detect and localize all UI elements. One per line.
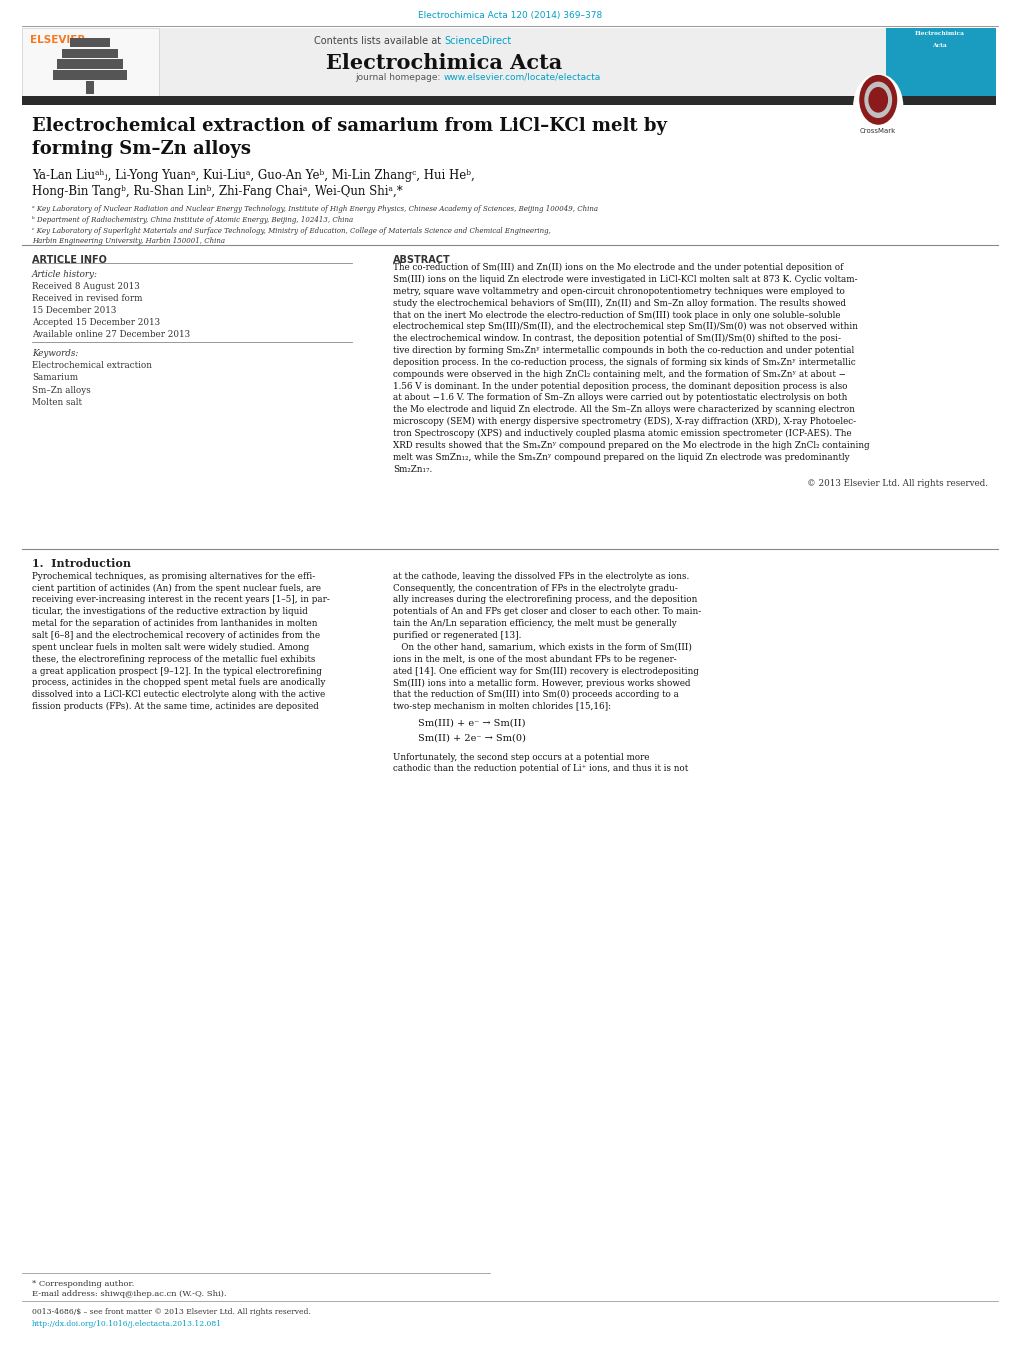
Text: © 2013 Elsevier Ltd. All rights reserved.: © 2013 Elsevier Ltd. All rights reserved… — [806, 480, 987, 488]
Text: purified or regenerated [13].: purified or regenerated [13]. — [392, 631, 521, 640]
Text: Sm(II) + 2e⁻ → Sm(0): Sm(II) + 2e⁻ → Sm(0) — [418, 734, 526, 743]
Text: journal homepage:: journal homepage: — [356, 73, 443, 82]
Text: potentials of An and FPs get closer and closer to each other. To main-: potentials of An and FPs get closer and … — [392, 608, 701, 616]
FancyBboxPatch shape — [53, 70, 126, 80]
Text: tain the An/Ln separation efficiency, the melt must be generally: tain the An/Ln separation efficiency, th… — [392, 619, 676, 628]
Text: Sm–Zn alloys: Sm–Zn alloys — [32, 385, 91, 394]
FancyBboxPatch shape — [21, 96, 996, 105]
Text: metal for the separation of actinides from lanthanides in molten: metal for the separation of actinides fr… — [32, 619, 317, 628]
Text: ions in the melt, is one of the most abundant FPs to be regener-: ions in the melt, is one of the most abu… — [392, 655, 676, 663]
Text: ᵃ Key Laboratory of Nuclear Radiation and Nuclear Energy Technology, Institute o: ᵃ Key Laboratory of Nuclear Radiation an… — [32, 205, 597, 213]
Text: two-step mechanism in molten chlorides [15,16]:: two-step mechanism in molten chlorides [… — [392, 703, 610, 711]
Text: that the reduction of Sm(III) into Sm(0) proceeds according to a: that the reduction of Sm(III) into Sm(0)… — [392, 690, 679, 700]
Text: Samarium: Samarium — [32, 373, 78, 382]
Text: fission products (FPs). At the same time, actinides are deposited: fission products (FPs). At the same time… — [32, 703, 318, 712]
Text: Sm(III) + e⁻ → Sm(II): Sm(III) + e⁻ → Sm(II) — [418, 719, 526, 727]
Text: study the electrochemical behaviors of Sm(III), Zn(II) and Sm–Zn alloy formation: study the electrochemical behaviors of S… — [392, 299, 845, 308]
Text: spent unclear fuels in molten salt were widely studied. Among: spent unclear fuels in molten salt were … — [32, 643, 309, 653]
Text: that on the inert Mo electrode the electro-reduction of Sm(III) took place in on: that on the inert Mo electrode the elect… — [392, 311, 840, 320]
Text: the Mo electrode and liquid Zn electrode. All the Sm–Zn alloys were characterize: the Mo electrode and liquid Zn electrode… — [392, 405, 854, 415]
Text: cient partition of actinides (An) from the spent nuclear fuels, are: cient partition of actinides (An) from t… — [32, 584, 321, 593]
Text: dissolved into a LiCl-KCl eutectic electrolyte along with the active: dissolved into a LiCl-KCl eutectic elect… — [32, 690, 325, 700]
Text: Harbin Engineering University, Harbin 150001, China: Harbin Engineering University, Harbin 15… — [32, 238, 224, 246]
Text: XRD results showed that the SmₓZnʸ compound prepared on the Mo electrode in the : XRD results showed that the SmₓZnʸ compo… — [392, 440, 869, 450]
Text: receiving ever-increasing interest in the recent years [1–5], in par-: receiving ever-increasing interest in th… — [32, 596, 329, 604]
Text: ated [14]. One efficient way for Sm(III) recovery is electrodepositing: ated [14]. One efficient way for Sm(III)… — [392, 666, 698, 676]
Text: Accepted 15 December 2013: Accepted 15 December 2013 — [32, 319, 160, 327]
Text: On the other hand, samarium, which exists in the form of Sm(III): On the other hand, samarium, which exist… — [392, 643, 691, 653]
Text: CrossMark: CrossMark — [859, 128, 896, 134]
Text: www.elsevier.com/locate/electacta: www.elsevier.com/locate/electacta — [443, 73, 600, 82]
Text: ticular, the investigations of the reductive extraction by liquid: ticular, the investigations of the reduc… — [32, 608, 308, 616]
Text: Article history:: Article history: — [32, 270, 98, 278]
Circle shape — [853, 74, 902, 139]
Text: Keywords:: Keywords: — [32, 349, 78, 358]
Text: metry, square wave voltammetry and open-circuit chronopotentiometry techniques w: metry, square wave voltammetry and open-… — [392, 286, 844, 296]
Text: 1.  Introduction: 1. Introduction — [32, 558, 130, 569]
Text: melt was SmZn₁₂, while the SmₓZnʸ compound prepared on the liquid Zn electrode w: melt was SmZn₁₂, while the SmₓZnʸ compou… — [392, 453, 849, 462]
Text: deposition process. In the co-reduction process, the signals of forming six kind: deposition process. In the co-reduction … — [392, 358, 855, 367]
Text: Contents lists available at: Contents lists available at — [313, 36, 443, 46]
FancyBboxPatch shape — [21, 28, 159, 96]
Text: at the cathode, leaving the dissolved FPs in the electrolyte as ions.: at the cathode, leaving the dissolved FP… — [392, 571, 689, 581]
Text: ELSEVIER: ELSEVIER — [30, 35, 86, 45]
Text: E-mail address: shiwq@ihep.ac.cn (W.-Q. Shi).: E-mail address: shiwq@ihep.ac.cn (W.-Q. … — [32, 1290, 226, 1298]
FancyBboxPatch shape — [886, 28, 996, 96]
Text: Consequently, the concentration of FPs in the electrolyte gradu-: Consequently, the concentration of FPs i… — [392, 584, 678, 593]
Text: Sm₂Zn₁₇.: Sm₂Zn₁₇. — [392, 465, 432, 474]
Text: Electrochemical extraction: Electrochemical extraction — [32, 361, 152, 370]
Text: ᶜ Key Laboratory of Superlight Materials and Surface Technology, Ministry of Edu: ᶜ Key Laboratory of Superlight Materials… — [32, 227, 550, 235]
FancyBboxPatch shape — [69, 38, 110, 47]
Text: tive direction by forming SmₓZnʸ intermetallic compounds in both the co-reductio: tive direction by forming SmₓZnʸ interme… — [392, 346, 854, 355]
Text: at about −1.6 V. The formation of Sm–Zn alloys were carried out by potentiostati: at about −1.6 V. The formation of Sm–Zn … — [392, 393, 847, 403]
Text: ARTICLE INFO: ARTICLE INFO — [32, 255, 107, 265]
Text: electrochemical step Sm(III)/Sm(II), and the electrochemical step Sm(II)/Sm(0) w: electrochemical step Sm(III)/Sm(II), and… — [392, 323, 857, 331]
Text: Sm(III) ions into a metallic form. However, previous works showed: Sm(III) ions into a metallic form. Howev… — [392, 678, 690, 688]
Text: microscopy (SEM) with energy dispersive spectrometry (EDS), X-ray diffraction (X: microscopy (SEM) with energy dispersive … — [392, 417, 855, 427]
Text: Hong-Bin Tangᵇ, Ru-Shan Linᵇ, Zhi-Fang Chaiᵃ, Wei-Qun Shiᵃ,*: Hong-Bin Tangᵇ, Ru-Shan Linᵇ, Zhi-Fang C… — [32, 185, 403, 197]
Text: Electrochimica Acta 120 (2014) 369–378: Electrochimica Acta 120 (2014) 369–378 — [418, 11, 601, 20]
Text: Available online 27 December 2013: Available online 27 December 2013 — [32, 331, 190, 339]
Text: Received 8 August 2013: Received 8 August 2013 — [32, 282, 140, 290]
Text: ally increases during the electrorefining process, and the deposition: ally increases during the electrorefinin… — [392, 596, 697, 604]
Circle shape — [859, 76, 896, 124]
Text: 1.56 V is dominant. In the under potential deposition process, the dominant depo: 1.56 V is dominant. In the under potenti… — [392, 381, 847, 390]
FancyBboxPatch shape — [86, 81, 94, 95]
Text: these, the electrorefining reprocess of the metallic fuel exhibits: these, the electrorefining reprocess of … — [32, 655, 315, 663]
Text: a great application prospect [9–12]. In the typical electrorefining: a great application prospect [9–12]. In … — [32, 666, 321, 676]
Text: ABSTRACT: ABSTRACT — [392, 255, 450, 265]
Text: forming Sm–Zn alloys: forming Sm–Zn alloys — [32, 141, 251, 158]
Text: 0013-4686/$ – see front matter © 2013 Elsevier Ltd. All rights reserved.: 0013-4686/$ – see front matter © 2013 El… — [32, 1308, 311, 1316]
Text: http://dx.doi.org/10.1016/j.electacta.2013.12.081: http://dx.doi.org/10.1016/j.electacta.20… — [32, 1320, 222, 1328]
Circle shape — [864, 82, 891, 118]
Text: Sm(III) ions on the liquid Zn electrode were investigated in LiCl-KCl molten sal: Sm(III) ions on the liquid Zn electrode … — [392, 274, 857, 284]
FancyBboxPatch shape — [57, 59, 123, 69]
Text: compounds were observed in the high ZnCl₂ containing melt, and the formation of : compounds were observed in the high ZnCl… — [392, 370, 845, 378]
Text: Electrochemical extraction of samarium from LiCl–KCl melt by: Electrochemical extraction of samarium f… — [32, 118, 666, 135]
FancyBboxPatch shape — [62, 49, 118, 58]
Text: the electrochemical window. In contrast, the deposition potential of Sm(II)/Sm(0: the electrochemical window. In contrast,… — [392, 334, 841, 343]
Text: The co-reduction of Sm(III) and Zn(II) ions on the Mo electrode and the under po: The co-reduction of Sm(III) and Zn(II) i… — [392, 263, 843, 272]
Text: Pyrochemical techniques, as promising alternatives for the effi-: Pyrochemical techniques, as promising al… — [32, 571, 315, 581]
Text: tron Spectroscopy (XPS) and inductively coupled plasma atomic emission spectrome: tron Spectroscopy (XPS) and inductively … — [392, 430, 851, 438]
Text: * Corresponding author.: * Corresponding author. — [32, 1279, 135, 1288]
Text: 15 December 2013: 15 December 2013 — [32, 307, 116, 315]
Text: Electrochimica Acta: Electrochimica Acta — [325, 53, 561, 73]
FancyBboxPatch shape — [159, 28, 886, 96]
Circle shape — [868, 88, 887, 112]
Text: salt [6–8] and the electrochemical recovery of actinides from the: salt [6–8] and the electrochemical recov… — [32, 631, 320, 640]
Text: Received in revised form: Received in revised form — [32, 295, 143, 303]
Text: ScienceDirect: ScienceDirect — [443, 36, 511, 46]
Text: Molten salt: Molten salt — [32, 397, 82, 407]
Text: cathodic than the reduction potential of Li⁺ ions, and thus it is not: cathodic than the reduction potential of… — [392, 765, 688, 774]
Text: ᵇ Department of Radiochemistry, China Institute of Atomic Energy, Beijing, 10241: ᵇ Department of Radiochemistry, China In… — [32, 216, 353, 224]
Text: process, actinides in the chopped spent metal fuels are anodically: process, actinides in the chopped spent … — [32, 678, 325, 688]
Text: Electrochimica: Electrochimica — [913, 31, 963, 36]
Text: Unfortunately, the second step occurs at a potential more: Unfortunately, the second step occurs at… — [392, 753, 649, 762]
Text: Ya-Lan Liuᵃʰⱼ, Li-Yong Yuanᵃ, Kui-Liuᵃ, Guo-An Yeᵇ, Mi-Lin Zhangᶜ, Hui Heᵇ,: Ya-Lan Liuᵃʰⱼ, Li-Yong Yuanᵃ, Kui-Liuᵃ, … — [32, 169, 474, 181]
Text: Acta: Acta — [931, 43, 946, 49]
